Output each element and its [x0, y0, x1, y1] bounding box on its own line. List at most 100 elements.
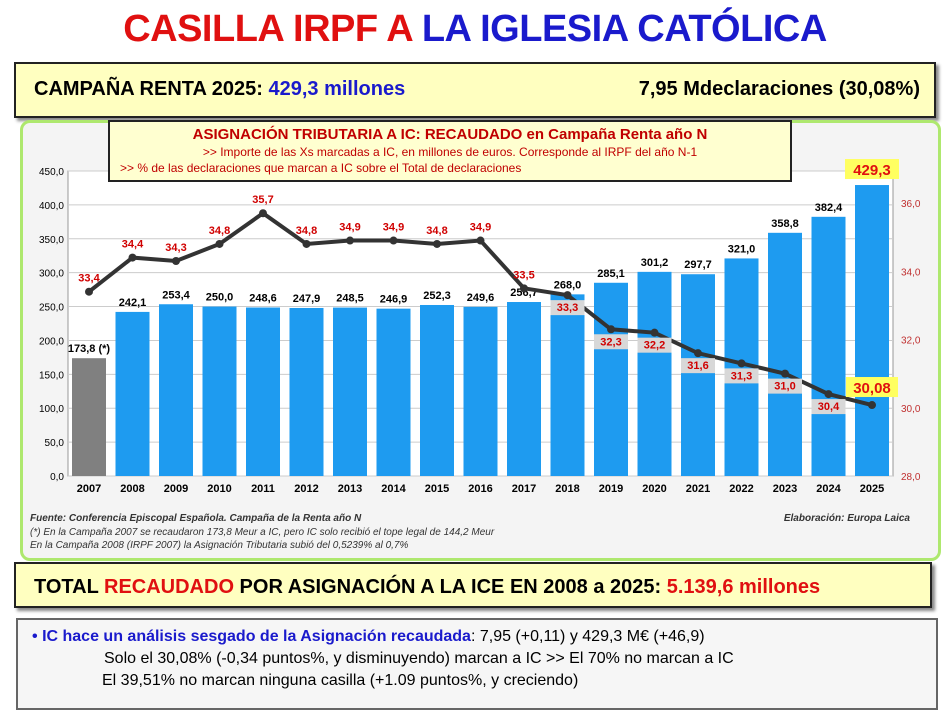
percent-label: 33,5	[513, 269, 534, 281]
x-tick-label: 2012	[294, 483, 318, 495]
percent-point-2010	[215, 239, 224, 248]
y-right-tick-label: 28,0	[901, 472, 921, 483]
bar-2024	[811, 216, 846, 476]
percent-label: 33,3	[557, 302, 578, 314]
percent-point-2009	[172, 257, 180, 266]
percent-point-2012	[302, 239, 311, 248]
highlight	[846, 377, 898, 398]
bar-2007	[72, 358, 106, 476]
percent-label: 34,9	[339, 222, 360, 234]
bar-value-label: 382,4	[815, 202, 843, 214]
percent-label: 34,3	[165, 242, 186, 254]
label-bg	[768, 378, 802, 394]
campaign-amount: 429,3 millones	[268, 78, 406, 100]
analysis-heading: IC hace un análisis sesgado de la Asigna…	[42, 628, 471, 645]
bar-2025	[855, 185, 889, 476]
percent-point-2021	[694, 349, 702, 358]
y-right-tick-label: 36,0	[901, 199, 921, 210]
bar-2021	[681, 274, 715, 476]
x-tick-label: 2025	[860, 483, 884, 495]
y-left-tick-label: 250,0	[39, 303, 64, 314]
x-tick-label: 2013	[338, 483, 362, 495]
y-left-tick-label: 400,0	[39, 201, 64, 212]
analysis-box: • IC hace un análisis sesgado de la Asig…	[16, 618, 938, 710]
bar-2013	[333, 307, 367, 476]
percent-label: 34,8	[209, 225, 230, 237]
legend-line2: >> % de las declaraciones que marcan a I…	[120, 161, 522, 175]
bar-value-label: 247,9	[293, 293, 321, 305]
x-tick-label: 2009	[164, 483, 188, 495]
x-tick-label: 2020	[642, 483, 666, 495]
campaign-label: CAMPAÑA RENTA 2025: 429,3 millones	[34, 78, 405, 101]
label-bg	[724, 368, 759, 384]
bar-2020	[637, 271, 672, 476]
percent-point-2016	[476, 236, 485, 245]
percent-point-2018	[563, 291, 572, 300]
x-tick-label: 2016	[468, 483, 492, 495]
bar-value-label: 358,8	[771, 218, 799, 230]
bar-2017	[507, 302, 541, 476]
bar-2012	[289, 307, 324, 476]
chart: 0,0 50,0 100,0 150,0 200,0 250,0 300,0 350,0 400…	[39, 159, 921, 495]
x-tick-label: 2010	[207, 483, 231, 495]
total-box: TOTAL RECAUDADO POR ASIGNACIÓN A LA ICE …	[14, 562, 932, 608]
y-left-tick-label: 150,0	[39, 370, 64, 381]
percent-point-2025	[868, 401, 876, 410]
campaign-declarations: 7,95 Mdeclaraciones (30,08%)	[638, 78, 920, 100]
bar-2016	[463, 306, 498, 476]
page-title: CASILLA IRPF A LA IGLESIA CATÓLICA	[0, 8, 950, 51]
x-tick-label: 2024	[816, 483, 841, 495]
total-amount: 5.139,6 millones	[666, 576, 821, 598]
analysis-rest: : 7,95 (+0,11) y 429,3 M€ (+46,9)	[470, 628, 705, 645]
bar-2023	[768, 232, 802, 476]
x-tick-label: 2017	[512, 483, 536, 495]
x-tick-label: 2021	[686, 483, 710, 495]
label-bg	[637, 337, 672, 353]
percent-label: 32,3	[600, 336, 621, 348]
bullet: •	[32, 628, 38, 645]
percent-label: 34,9	[470, 222, 491, 234]
label-bg	[594, 334, 628, 350]
legend-line1: >> Importe de las Xs marcadas a IC, en m…	[202, 145, 698, 159]
y-right-tick-label: 34,0	[901, 267, 921, 278]
percent-label: 33,4	[78, 273, 100, 285]
bar-value-label: 173,8 (*)	[68, 343, 111, 355]
percent-point-2019	[607, 325, 615, 334]
x-tick-label: 2023	[773, 483, 797, 495]
x-tick-label: 2018	[555, 483, 579, 495]
y-left-tick-label: 450,0	[39, 167, 64, 178]
bar-value-label: 250,0	[206, 292, 234, 304]
y-left-tick-label: 50,0	[45, 438, 65, 449]
percent-point-2023	[781, 369, 789, 378]
bar-value-label: 268,0	[554, 279, 582, 291]
percent-point-2022	[737, 359, 746, 368]
bar-value-label: 249,6	[467, 292, 495, 304]
legend-heading: ASIGNACIÓN TRIBUTARIA A IC: RECAUDADO en…	[192, 126, 708, 143]
label-bg	[811, 399, 846, 415]
label-bg	[681, 358, 715, 374]
percent-label: 32,2	[644, 340, 665, 352]
bar-2008	[115, 311, 150, 476]
title-part1: CASILLA IRPF A	[123, 8, 422, 50]
bar-value-label: 253,4	[162, 289, 190, 301]
percent-point-2011	[259, 209, 267, 218]
bar-2014	[376, 308, 411, 476]
percent-label: 34,4	[122, 239, 144, 251]
y-left-tick-label: 100,0	[39, 404, 64, 415]
percent-point-2007	[85, 287, 93, 296]
bar-value-label: 248,6	[249, 293, 277, 305]
percent-point-2015	[433, 239, 441, 248]
y-left-tick-label: 200,0	[39, 336, 64, 347]
total-part2: RECAUDADO	[104, 576, 234, 598]
source-note: Fuente: Conferencia Episcopal Española. …	[30, 513, 362, 524]
bar-value-label: 429,3	[853, 162, 891, 179]
analysis-line3: El 39,51% no marcan ninguna casilla (+1.…	[102, 672, 579, 689]
percent-label: 34,9	[383, 222, 404, 234]
percent-label: 34,8	[426, 225, 447, 237]
x-tick-label: 2011	[251, 483, 275, 495]
bar-value-label: 285,1	[597, 268, 625, 280]
percent-label: 30,4	[818, 401, 840, 413]
x-tick-label: 2022	[729, 483, 753, 495]
percent-point-2017	[520, 284, 528, 293]
bar-2019	[594, 282, 628, 476]
